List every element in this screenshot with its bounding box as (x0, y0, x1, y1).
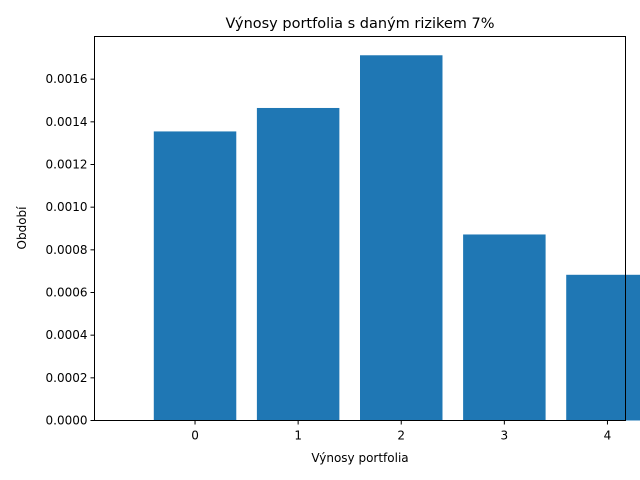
y-axis-label: Období (15, 206, 29, 250)
y-tick-label: 0.0000 (46, 414, 88, 428)
y-tick-label: 0.0004 (46, 328, 88, 342)
x-tick-label: 2 (397, 429, 405, 443)
bar-3 (463, 234, 546, 421)
y-tick-label: 0.0010 (46, 200, 88, 214)
y-tick-label: 0.0002 (46, 371, 88, 385)
y-tick-label: 0.0012 (46, 158, 88, 172)
y-tick-label: 0.0008 (46, 243, 88, 257)
chart-title: Výnosy portfolia s daným rizikem 7% (225, 16, 494, 32)
y-axis-ticks: 0.0000 0.0002 0.0004 0.0006 0.0008 0.0010 0.00… (46, 72, 95, 428)
bar-2 (360, 55, 443, 421)
x-tick-label: 3 (501, 429, 509, 443)
x-axis-label: Výnosy portfolia (311, 451, 408, 465)
x-axis-ticks: 0 1 2 3 4 (191, 420, 612, 443)
bars-group (153, 55, 640, 421)
x-tick-label: 0 (191, 429, 199, 443)
plot-frame (94, 36, 626, 421)
bar-4 (566, 274, 640, 421)
x-tick-label: 1 (294, 429, 302, 443)
bar-1 (256, 107, 340, 421)
x-tick-label: 4 (604, 429, 612, 443)
bar-0 (153, 131, 237, 421)
y-tick-label: 0.0014 (46, 115, 88, 129)
y-tick-label: 0.0006 (46, 286, 88, 300)
y-tick-label: 0.0016 (46, 72, 88, 86)
